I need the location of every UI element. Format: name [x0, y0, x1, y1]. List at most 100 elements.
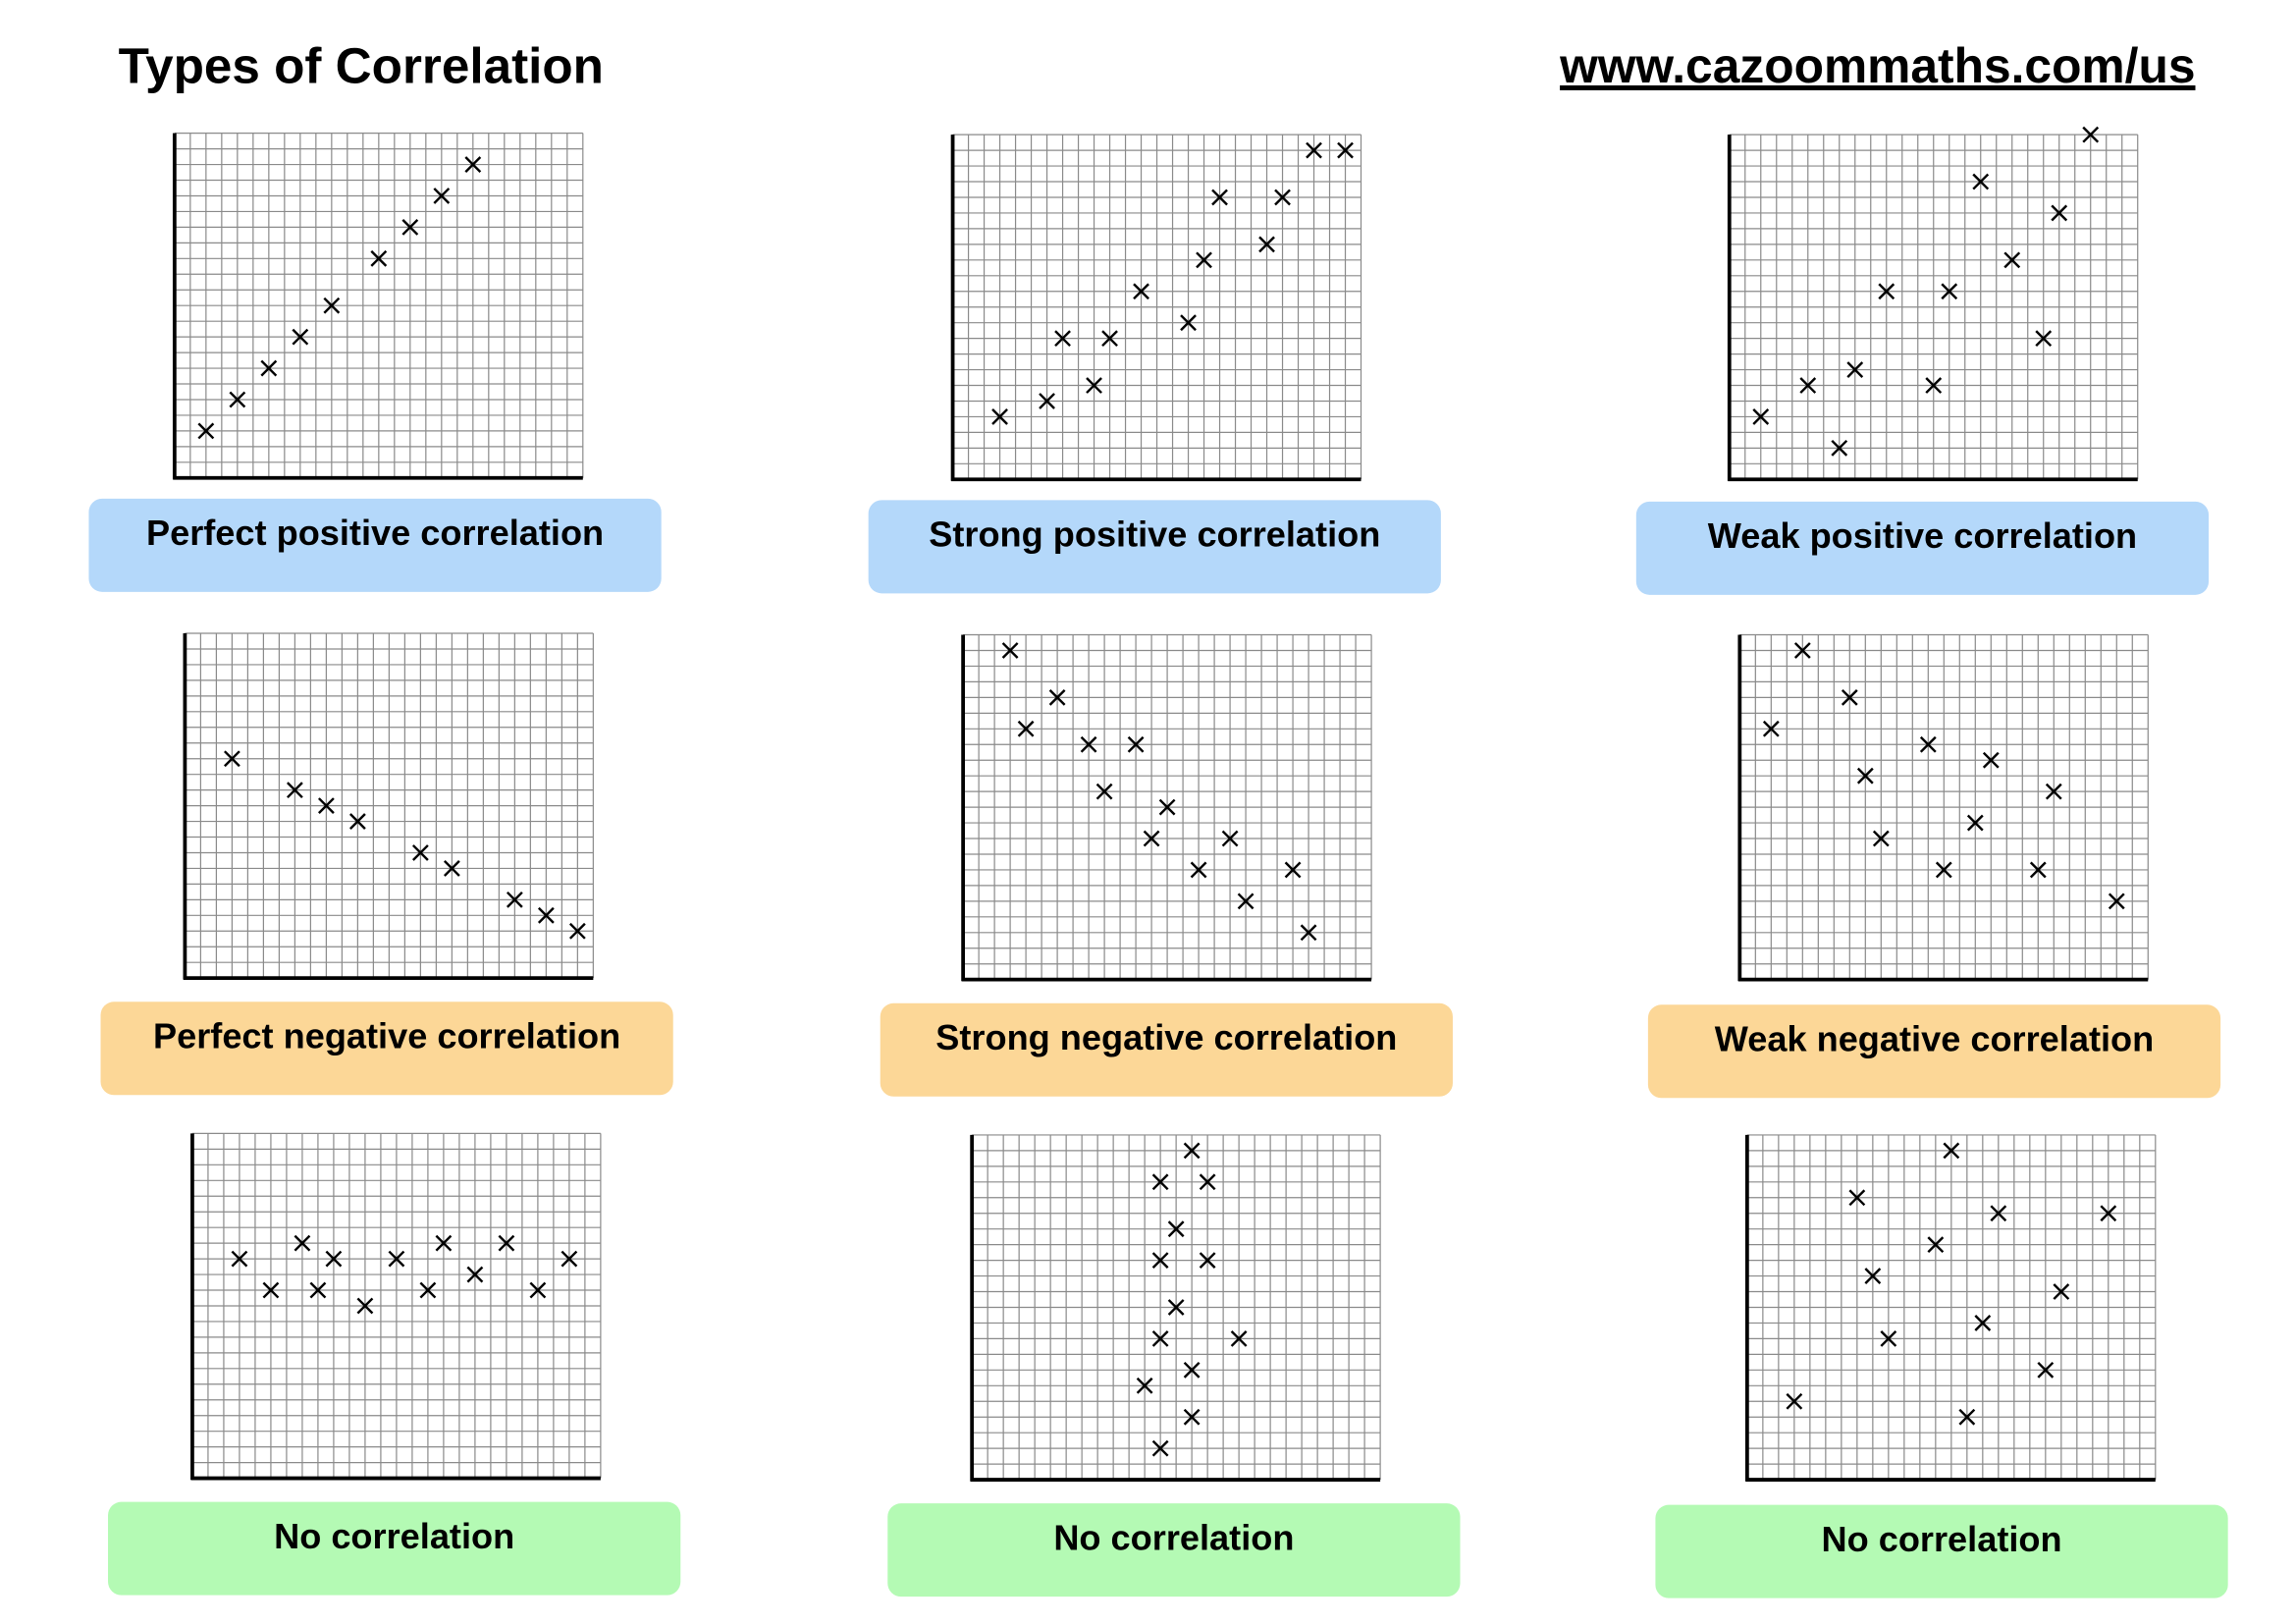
cross-marker: [1752, 408, 1770, 425]
cross-marker: [1095, 783, 1113, 800]
cross-marker: [2029, 861, 2047, 879]
cross-marker: [1151, 1252, 1169, 1269]
cross-marker: [224, 750, 240, 768]
cross-marker: [2053, 1283, 2070, 1300]
cross-marker: [1199, 1252, 1216, 1269]
cross-marker: [466, 1266, 484, 1283]
cross-marker: [1180, 314, 1197, 332]
website-link[interactable]: www.cazoommaths.com/us: [1559, 38, 2195, 93]
cross-marker: [1943, 1142, 1960, 1160]
cross-marker: [1167, 1220, 1185, 1238]
cross-marker: [1258, 236, 1275, 253]
cross-marker: [388, 1250, 405, 1268]
cross-marker: [1337, 141, 1354, 159]
cross-marker: [1237, 893, 1255, 910]
cross-marker: [294, 1234, 311, 1252]
cross-marker: [1151, 1173, 1169, 1191]
cross-marker: [506, 891, 523, 908]
chart-label: No correlation: [1053, 1517, 1294, 1557]
cross-marker: [292, 328, 309, 346]
cross-marker: [1300, 924, 1317, 942]
chart-label: No correlation: [274, 1516, 514, 1556]
label-box: [868, 500, 1441, 594]
cross-marker: [1039, 393, 1055, 409]
cross-marker: [1966, 814, 1984, 832]
cross-marker: [262, 1281, 280, 1299]
cross-marker: [1762, 720, 1780, 737]
cross-marker: [309, 1281, 327, 1299]
cross-marker: [529, 1281, 547, 1299]
cross-marker: [2051, 204, 2068, 222]
cross-marker: [1880, 1330, 1897, 1347]
chart-label: No correlation: [1821, 1519, 2061, 1559]
cross-marker: [1793, 642, 1811, 659]
cross-marker: [1158, 798, 1176, 816]
chart-label: Perfect negative correlation: [153, 1016, 620, 1056]
label-box: [1647, 1004, 2221, 1099]
cross-marker: [1211, 189, 1228, 206]
cross-marker: [1221, 830, 1239, 847]
cross-marker: [1080, 735, 1097, 753]
cross-marker: [419, 1281, 437, 1299]
cross-marker: [231, 1250, 248, 1268]
cross-marker: [2037, 1361, 2055, 1379]
cross-marker: [348, 813, 366, 830]
cross-marker: [1831, 439, 1848, 457]
cross-marker: [2045, 783, 2062, 800]
cross-marker: [568, 922, 586, 940]
cross-marker: [1927, 1236, 1945, 1254]
cross-marker: [1306, 141, 1322, 159]
chart-label: Weak positive correlation: [1708, 515, 2137, 556]
cross-marker: [2100, 1205, 2117, 1222]
cross-marker: [401, 219, 419, 236]
cross-marker: [370, 249, 388, 267]
cross-marker: [1054, 330, 1071, 348]
cross-marker: [1274, 189, 1291, 206]
label-box: [887, 1503, 1461, 1597]
cross-marker: [1872, 830, 1890, 847]
cross-marker: [1972, 173, 1990, 190]
cross-marker: [1846, 361, 1864, 378]
cross-marker: [2082, 126, 2100, 143]
cross-marker: [260, 359, 278, 377]
cross-marker: [1958, 1408, 1976, 1426]
cross-marker: [435, 1234, 453, 1252]
page-title: Types of Correlation: [119, 37, 604, 93]
cross-marker: [1982, 751, 2000, 769]
chart-label: Strong negative correlation: [935, 1017, 1397, 1057]
cross-marker: [1284, 861, 1302, 879]
cross-marker: [1199, 1173, 1216, 1191]
cross-marker: [356, 1297, 374, 1315]
cross-marker: [537, 906, 555, 924]
cross-marker: [323, 297, 341, 314]
cross-marker: [411, 844, 429, 861]
cross-marker: [197, 422, 215, 440]
cross-marker: [1878, 283, 1896, 300]
label-box: [88, 498, 662, 592]
cross-marker: [1190, 861, 1207, 879]
cross-marker: [1183, 1142, 1201, 1160]
cross-marker: [1183, 1408, 1201, 1426]
label-box: [108, 1501, 681, 1596]
cross-marker: [1864, 1268, 1882, 1284]
cross-marker: [1841, 688, 1858, 706]
cross-marker: [2003, 251, 2021, 269]
cross-marker: [443, 860, 460, 877]
cross-marker: [1799, 377, 1817, 394]
label-box: [100, 1001, 673, 1096]
cross-marker: [1990, 1205, 2007, 1222]
cross-marker: [1001, 642, 1019, 659]
cross-marker: [317, 797, 335, 814]
cross-marker: [1941, 283, 1958, 300]
cross-marker: [1856, 767, 1874, 785]
label-box: [1635, 501, 2210, 595]
cross-marker: [1143, 830, 1160, 847]
cross-marker: [498, 1234, 515, 1252]
cross-marker: [1974, 1315, 1992, 1331]
cross-marker: [1925, 377, 1943, 394]
cross-marker: [561, 1250, 578, 1268]
chart-label: Perfect positive correlation: [146, 513, 604, 553]
cross-marker: [229, 391, 246, 408]
cross-marker: [1151, 1439, 1169, 1457]
cross-marker: [2108, 893, 2125, 910]
